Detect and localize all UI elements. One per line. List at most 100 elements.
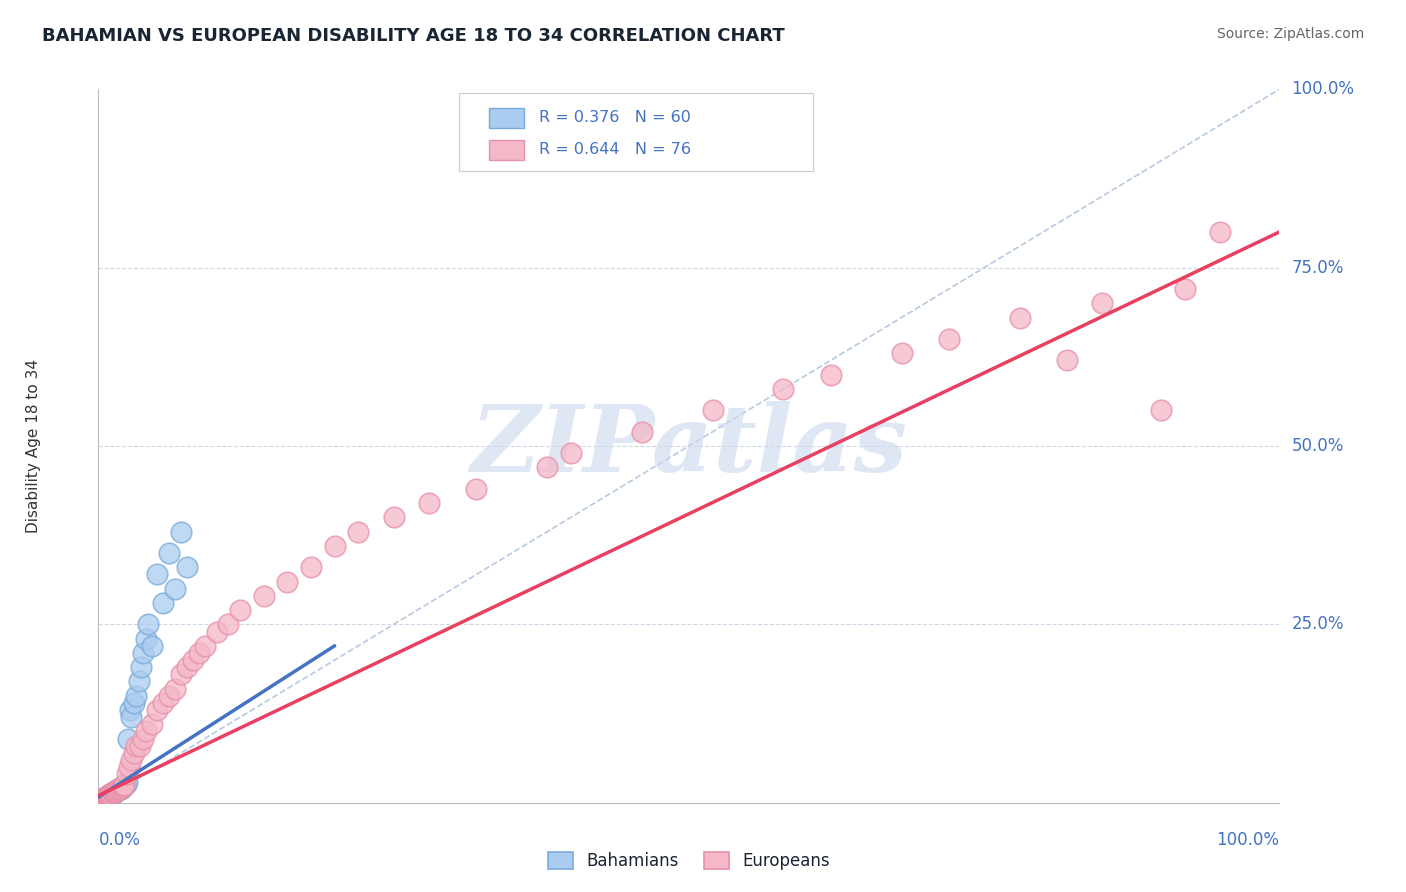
Text: Source: ZipAtlas.com: Source: ZipAtlas.com (1216, 27, 1364, 41)
Point (1091, 296, 1114, 310)
Point (465, 482, 488, 496)
Point (112, 778, 135, 792)
Point (101, 786, 124, 800)
Point (194, 639, 217, 653)
Point (1209, 225, 1232, 239)
Point (107, 782, 129, 797)
Point (93, 790, 115, 805)
Point (217, 617, 239, 632)
Point (253, 589, 276, 603)
Point (125, 739, 148, 753)
Point (105, 783, 128, 797)
Point (205, 624, 228, 639)
Point (1008, 310, 1031, 325)
Point (772, 382, 794, 396)
Point (418, 496, 440, 510)
Point (91, 794, 114, 808)
Point (630, 425, 652, 439)
Point (938, 332, 960, 346)
Point (98, 787, 121, 801)
Point (132, 731, 155, 746)
Point (536, 460, 558, 475)
Point (101, 785, 124, 799)
Point (96, 790, 118, 805)
Point (105, 783, 128, 797)
Point (94, 791, 117, 805)
Point (93, 792, 115, 806)
Point (108, 781, 131, 796)
Point (103, 785, 125, 799)
Point (93, 791, 115, 805)
Point (121, 710, 143, 724)
Point (93, 790, 115, 805)
Point (128, 739, 150, 753)
Text: 50.0%: 50.0% (1291, 437, 1344, 455)
Text: R = 0.644   N = 76: R = 0.644 N = 76 (538, 143, 690, 158)
FancyBboxPatch shape (489, 140, 523, 161)
Point (97, 789, 120, 803)
Point (117, 731, 139, 746)
Point (115, 775, 138, 789)
Point (121, 753, 143, 767)
Point (96, 790, 118, 805)
Point (105, 784, 128, 798)
Point (1150, 403, 1173, 417)
Point (98, 787, 121, 801)
Point (122, 746, 145, 760)
Point (105, 783, 128, 797)
Point (104, 785, 127, 799)
Point (91, 792, 114, 806)
Point (98, 787, 121, 801)
Text: BAHAMIAN VS EUROPEAN DISABILITY AGE 18 TO 34 CORRELATION CHART: BAHAMIAN VS EUROPEAN DISABILITY AGE 18 T… (42, 27, 785, 45)
Point (96, 790, 118, 805)
Point (132, 646, 155, 660)
Point (702, 403, 724, 417)
Point (104, 784, 127, 798)
Text: 25.0%: 25.0% (1291, 615, 1344, 633)
Point (94, 790, 117, 805)
Point (146, 567, 169, 582)
Point (299, 560, 322, 574)
Text: 100.0%: 100.0% (1291, 80, 1354, 98)
Point (146, 703, 169, 717)
Point (100, 787, 122, 801)
Legend: Bahamians, Europeans: Bahamians, Europeans (541, 845, 837, 877)
Point (157, 689, 180, 703)
Point (112, 778, 135, 792)
Point (100, 787, 122, 801)
Point (91, 791, 114, 805)
Point (170, 667, 193, 681)
Point (112, 780, 135, 794)
Point (170, 524, 193, 539)
Text: 75.0%: 75.0% (1291, 259, 1344, 277)
Point (107, 782, 129, 797)
Point (136, 617, 159, 632)
FancyBboxPatch shape (489, 108, 523, 128)
Point (118, 760, 141, 774)
Point (104, 784, 127, 798)
Point (91, 793, 114, 807)
Point (103, 785, 125, 799)
Point (97, 790, 120, 805)
Point (98, 788, 121, 802)
Point (91, 792, 114, 806)
Point (176, 560, 198, 574)
Point (1174, 282, 1197, 296)
Point (98, 789, 121, 804)
Point (141, 717, 163, 731)
FancyBboxPatch shape (458, 93, 813, 171)
Point (91, 793, 114, 807)
Point (135, 632, 157, 646)
Point (108, 781, 131, 796)
Point (96, 789, 118, 804)
Point (97, 789, 120, 804)
Point (890, 346, 912, 360)
Point (276, 574, 298, 589)
Point (91, 792, 114, 806)
Point (90, 794, 112, 808)
Point (181, 653, 204, 667)
Point (347, 524, 370, 539)
Point (125, 689, 148, 703)
Text: R = 0.376   N = 60: R = 0.376 N = 60 (538, 111, 690, 126)
Point (120, 703, 142, 717)
